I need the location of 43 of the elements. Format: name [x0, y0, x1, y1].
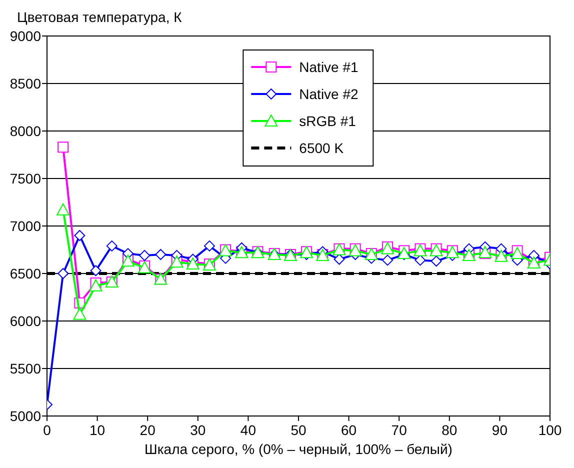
- point: [58, 268, 69, 279]
- x-tick-label: 90: [492, 422, 508, 438]
- y-tick-label: 5500: [10, 360, 42, 376]
- x-tick-label: 50: [290, 422, 306, 438]
- point: [430, 256, 442, 267]
- x-tick-label: 80: [442, 422, 458, 438]
- y-tick-label: 5000: [10, 408, 42, 424]
- y-tick-label: 7000: [10, 218, 42, 234]
- point: [155, 249, 166, 260]
- y-tick-label: 8000: [10, 123, 42, 139]
- point: [414, 254, 426, 266]
- x-tick-label: 20: [140, 422, 156, 438]
- legend-label: 6500 K: [299, 140, 344, 156]
- x-tick-label: 10: [90, 422, 106, 438]
- point: [204, 240, 215, 252]
- x-axis-title: Шкала серого, % (0% – черный, 100% – белый): [144, 441, 452, 457]
- point: [90, 265, 102, 276]
- point: [170, 256, 184, 268]
- x-tick-label: 100: [538, 422, 562, 438]
- x-tick-label: 40: [240, 422, 256, 438]
- x-tick-label: 0: [43, 422, 52, 438]
- point: [56, 203, 70, 216]
- y-axis-title: Цветовая температура, К: [17, 9, 183, 25]
- point: [106, 240, 118, 252]
- x-tick-label: 30: [190, 422, 206, 438]
- point: [510, 247, 524, 260]
- point: [74, 230, 86, 241]
- y-tick-label: 8500: [10, 76, 42, 92]
- point: [73, 308, 86, 320]
- point: [334, 254, 345, 265]
- legend-label: Native #1: [299, 59, 359, 75]
- y-tick-label: 7500: [10, 170, 42, 186]
- x-tick-label: 70: [391, 422, 408, 438]
- legend-label: sRGB #1: [299, 113, 356, 129]
- point: [139, 250, 150, 261]
- y-tick-label: 6500: [10, 266, 42, 282]
- legend-label: Native #2: [299, 86, 359, 102]
- point: [58, 142, 69, 153]
- y-tick-label: 9000: [10, 28, 42, 44]
- x-tick-label: 60: [341, 422, 357, 438]
- y-tick-label: 6000: [10, 313, 42, 329]
- point: [89, 279, 102, 292]
- point: [382, 254, 394, 266]
